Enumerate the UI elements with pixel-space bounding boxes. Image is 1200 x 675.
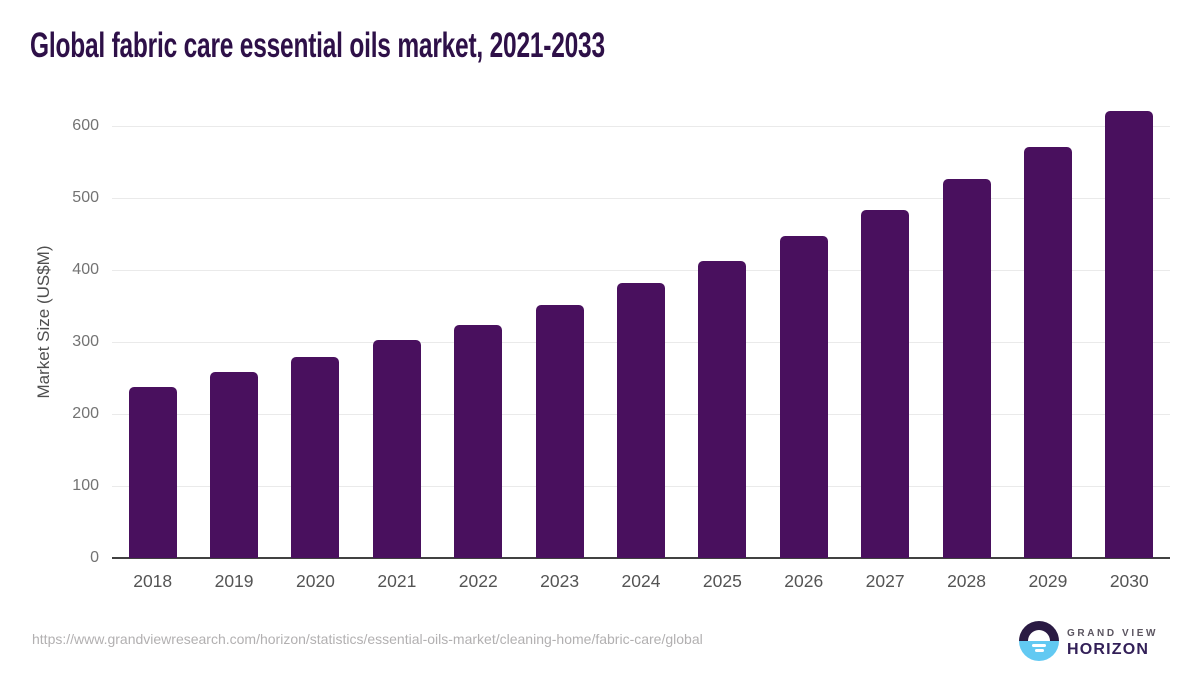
x-tick-label-2020: 2020 (295, 571, 335, 591)
gridline-600 (112, 126, 1170, 127)
y-tick-label-0: 0 (90, 549, 99, 566)
page-title: Global fabric care essential oils market… (30, 26, 605, 65)
x-tick-label-2028: 2028 (947, 571, 986, 591)
bar-2030 (1105, 110, 1154, 558)
bar-2024 (617, 282, 665, 558)
bar-2029 (1023, 146, 1072, 558)
y-tick-label-300: 300 (72, 333, 99, 350)
horizon-sun-icon (1019, 621, 1059, 661)
sun-shape (1028, 630, 1050, 641)
x-tick-label-2024: 2024 (621, 571, 661, 591)
bar-2019 (210, 371, 259, 558)
bar-2027 (861, 209, 910, 558)
y-tick-label-100: 100 (72, 477, 99, 494)
bar-2022 (454, 324, 503, 558)
plot-area: 0 100 200 300 400 500 600 2018 2019 2020 2021 2022 2… (72, 110, 1170, 591)
gridline-500 (112, 198, 1170, 199)
x-tick-label-2026: 2026 (784, 571, 824, 591)
y-tick-label-600: 600 (72, 117, 99, 134)
x-tick-label-2023: 2023 (540, 571, 580, 591)
logo-product-name: HORIZON (1067, 641, 1150, 658)
x-tick-label-2029: 2029 (1028, 571, 1068, 591)
x-tick-label-2021: 2021 (377, 571, 417, 591)
x-tick-label-2018: 2018 (133, 571, 173, 591)
x-tick-label-2030: 2030 (1109, 571, 1149, 591)
gridline-400 (112, 270, 1170, 271)
y-tick-label-400: 400 (72, 261, 99, 278)
x-tick-label-2019: 2019 (214, 571, 254, 591)
y-axis-title: Market Size (US$M) (34, 245, 53, 399)
bar-2023 (535, 305, 584, 558)
bar-2025 (698, 260, 747, 558)
bar-2028 (942, 179, 991, 558)
x-axis-line (112, 557, 1170, 559)
x-tick-label-2025: 2025 (702, 571, 742, 591)
bar-2021 (372, 339, 421, 558)
x-tick-label-2022: 2022 (458, 571, 498, 591)
bar-2026 (779, 236, 828, 558)
sun-reflection-line (1032, 643, 1046, 647)
sun-reflection-line (1034, 648, 1044, 652)
bar-2020 (291, 357, 340, 558)
y-tick-label-500: 500 (72, 189, 99, 206)
y-tick-label-200: 200 (72, 405, 99, 422)
source-url: https://www.grandviewresearch.com/horizo… (32, 631, 703, 647)
bar-2018 (128, 386, 177, 558)
x-tick-label-2027: 2027 (865, 571, 905, 591)
logo-brand-name: GRAND VIEW (1067, 628, 1158, 639)
logo-text: GRAND VIEW HORIZON (1067, 628, 1158, 659)
grand-view-horizon-logo: GRAND VIEW HORIZON (1019, 621, 1169, 663)
